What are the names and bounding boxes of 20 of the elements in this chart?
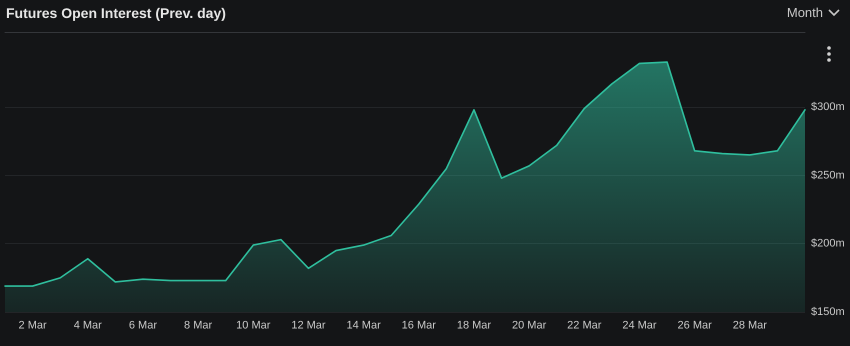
x-tick-label: 2 Mar: [18, 320, 47, 332]
x-tick-label: 16 Mar: [402, 320, 436, 332]
y-tick-label: $300m: [811, 101, 845, 114]
x-tick-label: 4 Mar: [74, 320, 102, 332]
x-tick-label: 22 Mar: [567, 320, 602, 332]
x-tick-label: 14 Mar: [346, 320, 382, 332]
x-tick-label: 26 Mar: [678, 320, 712, 332]
x-tick-label: 20 Mar: [512, 320, 547, 332]
chart-title: Futures Open Interest (Prev. day): [6, 5, 226, 21]
y-tick-label: $250m: [811, 169, 845, 182]
text: Month: [786, 5, 823, 20]
x-tick-label: 10 Mar: [236, 320, 271, 332]
x-tick-label: 18 Mar: [456, 320, 492, 332]
x-tick-label: 28 Mar: [732, 320, 768, 332]
x-tick-label: 24 Mar: [622, 320, 657, 332]
y-tick-label: $150m: [811, 306, 845, 318]
x-tick-label: 8 Mar: [184, 320, 212, 332]
x-tick-label: 12 Mar: [291, 320, 326, 332]
x-tick-label: 6 Mar: [128, 320, 158, 332]
y-tick-label: $200m: [811, 238, 845, 250]
